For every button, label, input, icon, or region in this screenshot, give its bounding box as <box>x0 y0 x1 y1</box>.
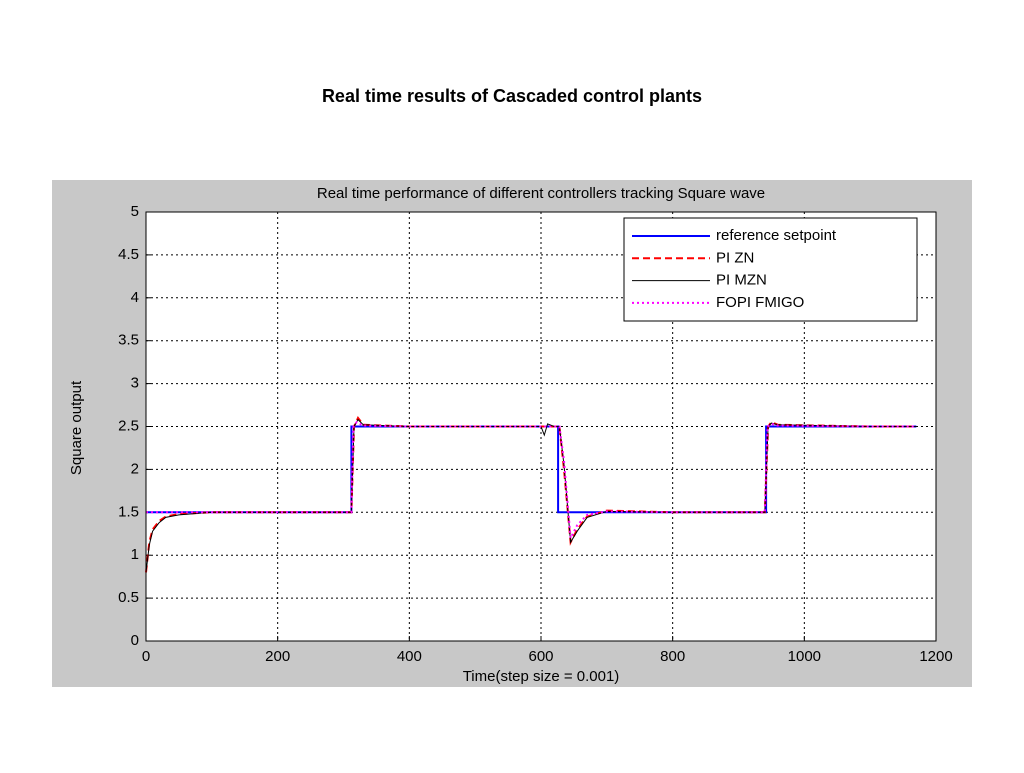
legend-label: FOPI FMIGO <box>716 294 804 311</box>
lines <box>145 415 917 573</box>
y-axis-label: Square output <box>68 380 85 475</box>
y-tick-label: 2 <box>131 460 139 477</box>
x-axis-label: Time(step size = 0.001) <box>463 668 620 685</box>
y-tick-label: 4.5 <box>118 246 139 263</box>
x-tick-label: 600 <box>528 648 553 665</box>
y-tick-label: 3.5 <box>118 332 139 349</box>
x-tick-label: 400 <box>397 648 422 665</box>
y-tick-label: 0 <box>131 632 139 649</box>
slide-title: Real time results of Cascaded control pl… <box>322 86 702 106</box>
y-tick-label: 2.5 <box>118 417 139 434</box>
series-line <box>146 420 917 542</box>
x-tick-label: 0 <box>142 648 150 665</box>
legend-label: PI MZN <box>716 272 767 289</box>
x-tick-label: 200 <box>265 648 290 665</box>
legend: reference setpoint PI ZN PI MZN FOPI FMIGO <box>623 217 918 322</box>
axes-frame <box>145 211 937 642</box>
x-tick-label: 1200 <box>919 648 952 665</box>
y-tick-label: 0.5 <box>118 589 139 606</box>
x-tick-label: 1000 <box>788 648 821 665</box>
y-tick-label: 3 <box>131 375 139 392</box>
y-tick-label: 1.5 <box>118 503 139 520</box>
chart-title: Real time performance of different contr… <box>317 185 765 202</box>
y-tick-label: 5 <box>131 203 139 220</box>
legend-label: reference setpoint <box>716 227 837 244</box>
y-tick-label: 1 <box>131 546 139 563</box>
series-line <box>145 418 917 573</box>
legend-label: PI ZN <box>716 249 754 266</box>
x-tick-label: 800 <box>660 648 685 665</box>
y-tick-label: 4 <box>131 289 139 306</box>
